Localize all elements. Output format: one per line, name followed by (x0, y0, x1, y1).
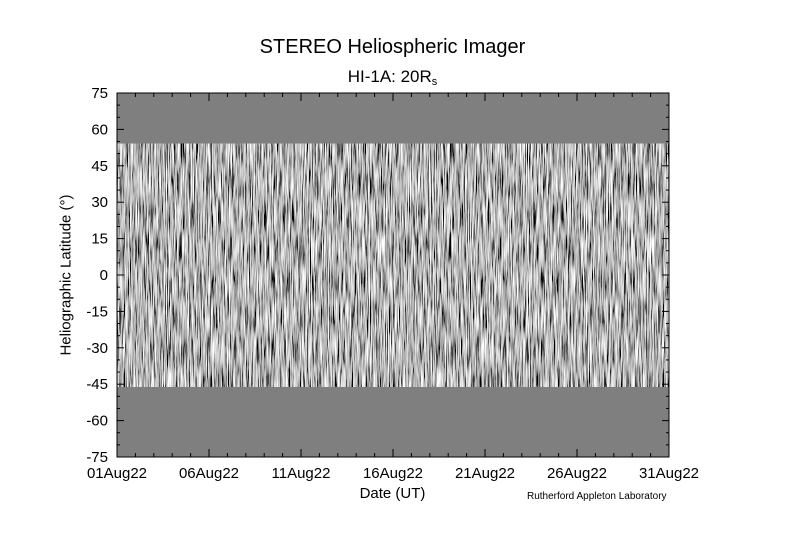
subtitle-text: HI-1A: 20R (347, 67, 432, 86)
x-tick-label: 16Aug22 (363, 465, 423, 482)
x-tick-label: 11Aug22 (272, 465, 331, 482)
y-tick-label: -30 (86, 340, 108, 357)
y-tick-label: 60 (91, 121, 108, 138)
y-tick-label: 0 (100, 267, 108, 284)
credit-label: Rutherford Appleton Laboratory (527, 491, 667, 502)
plot-area (117, 93, 669, 457)
y-tick-label: -75 (86, 449, 108, 466)
x-tick-label: 26Aug22 (547, 465, 607, 482)
x-tick-label: 06Aug22 (179, 465, 239, 482)
chart-title: STEREO Heliospheric Imager (259, 36, 526, 58)
y-tick-label: -45 (86, 376, 108, 393)
x-axis-label: Date (UT) (359, 485, 426, 502)
y-axis-label: Heliographic Latitude (°) (57, 194, 75, 356)
y-tick-label: -15 (86, 303, 108, 320)
chart-subtitle: HI-1A: 20Rs (0, 67, 785, 88)
y-tick-label: 30 (91, 194, 108, 211)
x-tick-label: 31Aug22 (639, 465, 699, 482)
y-tick-label: 75 (91, 85, 108, 102)
x-tick-label: 01Aug22 (87, 465, 147, 482)
subtitle-subscript: s (431, 76, 438, 88)
data-band-texture (117, 143, 669, 387)
y-tick-label: 45 (91, 158, 108, 175)
y-tick-label: -60 (86, 413, 108, 430)
y-tick-label: 15 (91, 231, 108, 248)
x-tick-label: 21Aug22 (455, 465, 515, 482)
